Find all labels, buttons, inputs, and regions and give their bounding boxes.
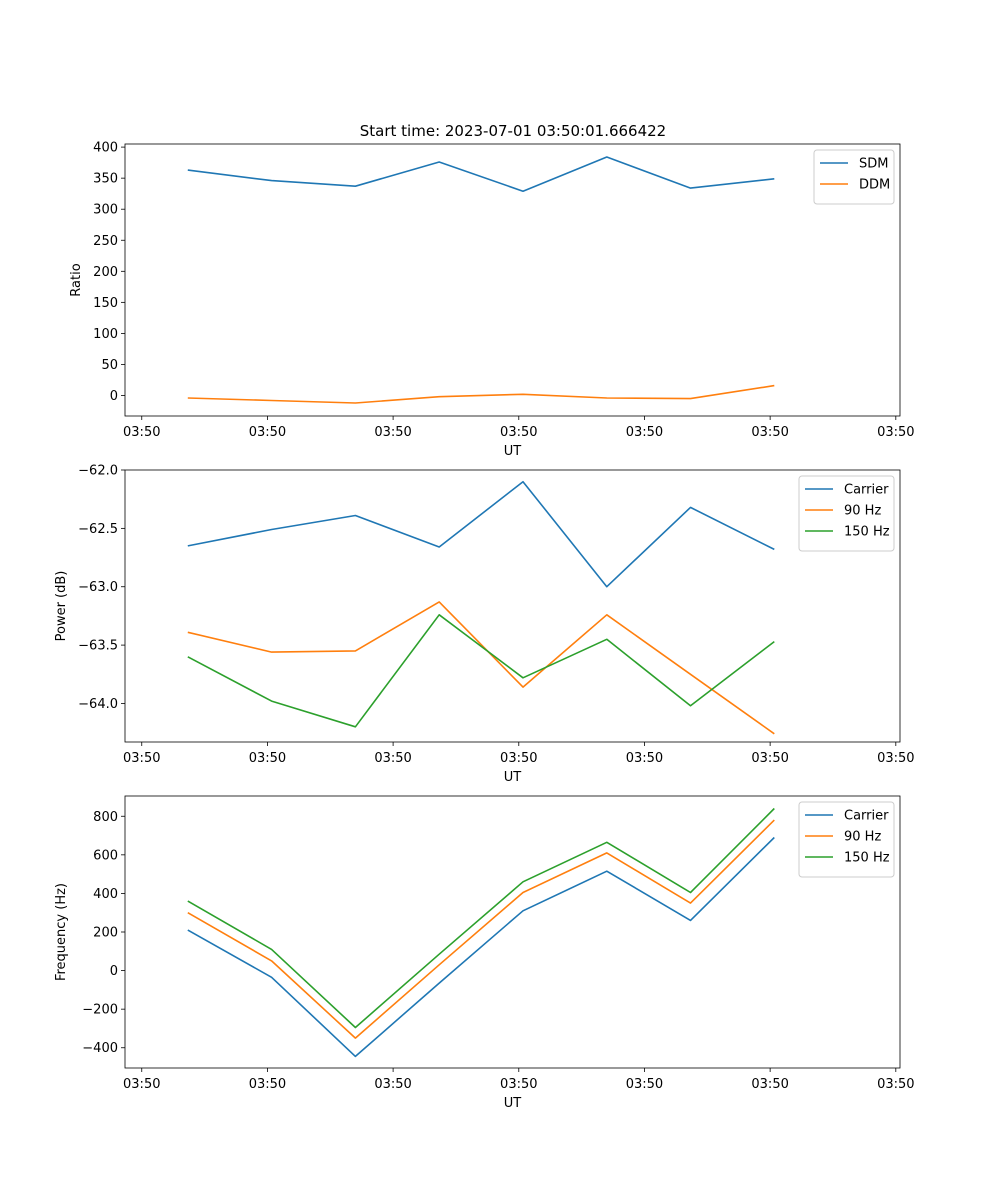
legend-label: SDM xyxy=(859,157,888,172)
y-tick-label: −200 xyxy=(82,1003,118,1018)
legend-box xyxy=(798,801,895,878)
x-tick-label: 03:50 xyxy=(249,425,286,440)
y-tick-label: 300 xyxy=(93,203,118,218)
panels: 03:50 03:50 03:50 03:50 03:50 03:50 03:50 0 50 10… xyxy=(54,141,915,1111)
axes-frame xyxy=(124,143,901,417)
legend: Carrier 90 Hz 150 Hz xyxy=(798,475,895,552)
series-line-90-hz xyxy=(187,819,775,1039)
legend: SDM DDM xyxy=(813,149,895,205)
legend-label: 90 Hz xyxy=(844,504,881,519)
y-tick-label: 800 xyxy=(93,810,118,825)
legend-label: 90 Hz xyxy=(844,830,881,845)
y-tick-label: 100 xyxy=(93,327,118,342)
legend-label: Carrier xyxy=(844,483,889,498)
x-tick-label: 03:50 xyxy=(249,1077,286,1092)
y-tick-label: 200 xyxy=(93,926,118,941)
x-tick-label: 03:50 xyxy=(877,1077,914,1092)
y-tick-label: 250 xyxy=(93,234,118,249)
y-tick-label: 400 xyxy=(93,141,118,156)
y-tick-label: 150 xyxy=(93,296,118,311)
x-tick-label: 03:50 xyxy=(249,751,286,766)
series-line-ddm xyxy=(187,384,775,404)
x-tick-label: 03:50 xyxy=(751,751,788,766)
series-line-sdm xyxy=(187,156,775,192)
x-tick-label: 03:50 xyxy=(877,425,914,440)
y-axis-label: Ratio xyxy=(69,263,84,296)
y-tick-label: 350 xyxy=(93,172,118,187)
x-tick-label: 03:50 xyxy=(374,751,411,766)
figure-title: Start time: 2023-07-01 03:50:01.666422 xyxy=(360,122,666,140)
x-tick-label: 03:50 xyxy=(751,1077,788,1092)
x-tick-label: 03:50 xyxy=(123,751,160,766)
y-tick-label: −63.5 xyxy=(78,639,118,654)
series-line-90-hz xyxy=(187,601,775,735)
series-line-150-hz xyxy=(187,613,775,728)
y-tick-label: 50 xyxy=(101,358,118,373)
y-tick-label: −62.0 xyxy=(78,464,118,479)
x-tick-label: 03:50 xyxy=(500,751,537,766)
x-axis-label: UT xyxy=(504,444,522,459)
x-tick-label: 03:50 xyxy=(626,425,663,440)
subplot-2: 03:50 03:50 03:50 03:50 03:50 03:50 03:50 −64.0… xyxy=(54,464,915,786)
x-tick-label: 03:50 xyxy=(123,425,160,440)
x-axis-label: UT xyxy=(504,770,522,785)
series-line-carrier xyxy=(187,836,775,1058)
y-axis-label: Power (dB) xyxy=(54,571,69,642)
y-tick-label: 600 xyxy=(93,848,118,863)
x-tick-label: 03:50 xyxy=(626,751,663,766)
y-tick-label: −63.0 xyxy=(78,580,118,595)
x-tick-label: 03:50 xyxy=(500,425,537,440)
x-tick-label: 03:50 xyxy=(374,425,411,440)
legend-box xyxy=(798,475,895,552)
x-tick-label: 03:50 xyxy=(123,1077,160,1092)
subplot-1: 03:50 03:50 03:50 03:50 03:50 03:50 03:50 0 50 10… xyxy=(69,141,915,459)
legend-label: Carrier xyxy=(844,809,889,824)
y-axis-label: Frequency (Hz) xyxy=(54,883,69,981)
subplot-3: 03:50 03:50 03:50 03:50 03:50 03:50 03:50 −400 −… xyxy=(54,795,915,1111)
x-axis-label: UT xyxy=(504,1096,522,1111)
x-tick-label: 03:50 xyxy=(374,1077,411,1092)
y-tick-label: 200 xyxy=(93,265,118,280)
y-tick-label: 0 xyxy=(110,964,118,979)
y-tick-label: −62.5 xyxy=(78,522,118,537)
axes-frame xyxy=(124,795,901,1069)
x-tick-label: 03:50 xyxy=(877,751,914,766)
legend-label: 150 Hz xyxy=(844,851,890,866)
axes-frame xyxy=(124,469,901,743)
legend-label: DDM xyxy=(859,178,890,193)
y-tick-label: 400 xyxy=(93,887,118,902)
legend: Carrier 90 Hz 150 Hz xyxy=(798,801,895,878)
x-tick-label: 03:50 xyxy=(751,425,788,440)
y-tick-label: 0 xyxy=(110,389,118,404)
legend-label: 150 Hz xyxy=(844,525,890,540)
y-tick-label: −400 xyxy=(82,1041,118,1056)
series-line-carrier xyxy=(187,480,775,588)
y-tick-label: −64.0 xyxy=(78,697,118,712)
x-tick-label: 03:50 xyxy=(626,1077,663,1092)
series-line-150-hz xyxy=(187,807,775,1029)
x-tick-label: 03:50 xyxy=(500,1077,537,1092)
